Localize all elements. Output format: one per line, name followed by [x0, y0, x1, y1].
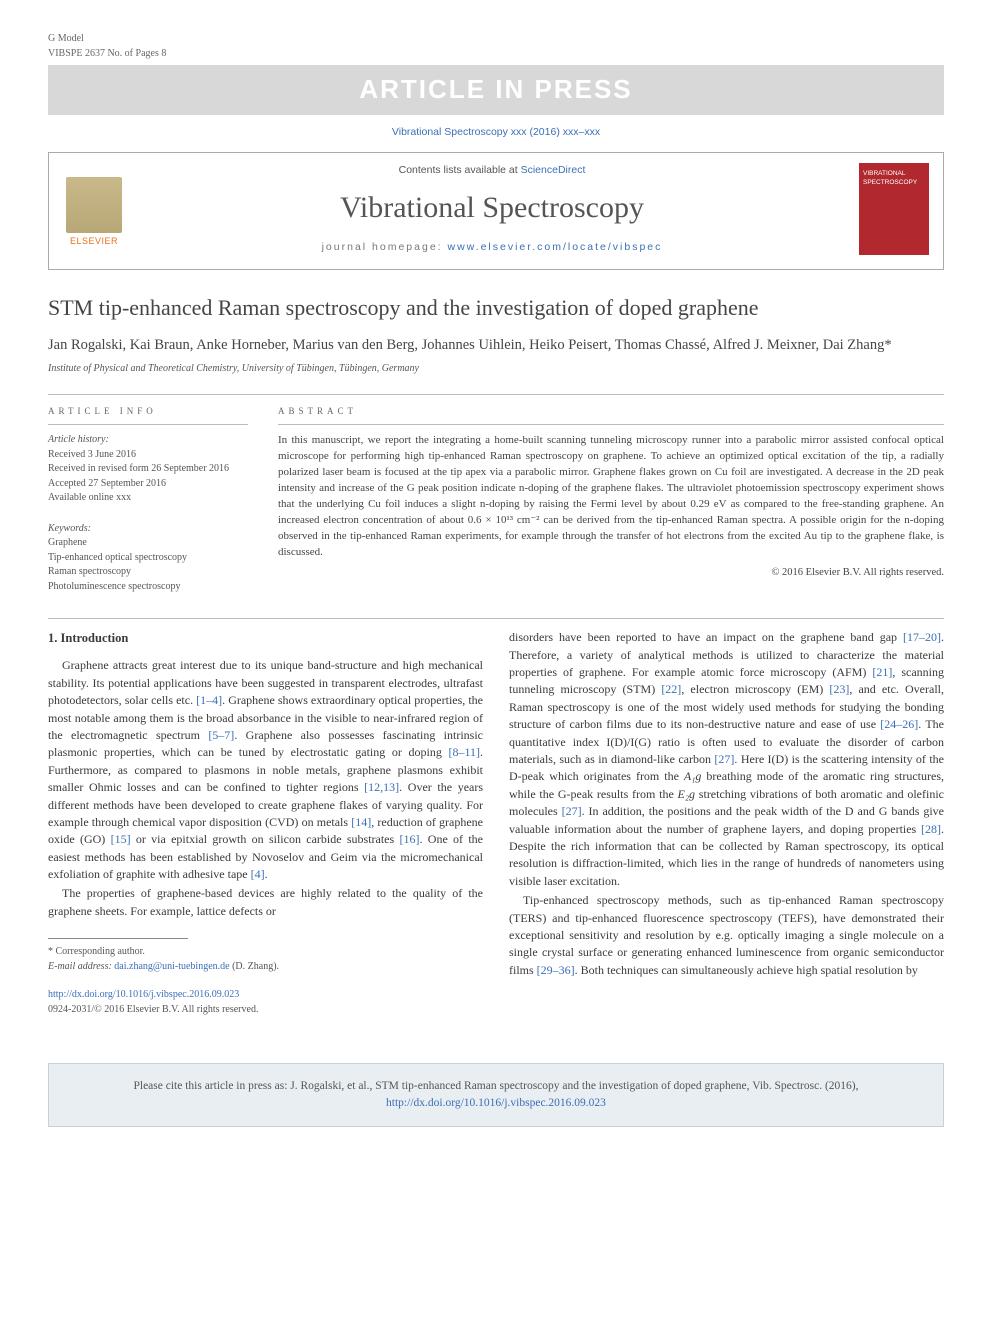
- citation-link[interactable]: [29–36]: [537, 963, 575, 977]
- citation-link[interactable]: [12,13]: [364, 780, 399, 794]
- meta-row: ARTICLE INFO Article history: Received 3…: [48, 405, 944, 594]
- citation-prefix: Please cite this article in press as: J.…: [133, 1080, 858, 1092]
- journal-reference: Vibrational Spectroscopy xxx (2016) xxx–…: [48, 125, 944, 140]
- gmodel-text: G Model: [48, 33, 84, 44]
- citation-link[interactable]: [22]: [661, 682, 681, 696]
- column-right: disorders have been reported to have an …: [509, 629, 944, 1017]
- body-text: . Both techniques can simultaneously ach…: [575, 963, 918, 977]
- gmodel-label: G Model VIBSPE 2637 No. of Pages 8: [48, 32, 944, 61]
- article-in-press-banner: ARTICLE IN PRESS: [48, 65, 944, 115]
- body-text: disorders have been reported to have an …: [509, 630, 903, 644]
- citation-link[interactable]: [1–4]: [196, 693, 222, 707]
- page-container: G Model VIBSPE 2637 No. of Pages 8 ARTIC…: [0, 0, 992, 1041]
- body-paragraph: Tip-enhanced spectroscopy methods, such …: [509, 892, 944, 979]
- abstract-divider: [278, 424, 944, 425]
- keyword-item: Tip-enhanced optical spectroscopy: [48, 551, 248, 566]
- symbol: E₂g: [678, 787, 696, 801]
- journal-header-box: ELSEVIER Contents lists available at Sci…: [48, 152, 944, 270]
- affiliation: Institute of Physical and Theoretical Ch…: [48, 362, 944, 377]
- citation-box: Please cite this article in press as: J.…: [48, 1063, 944, 1126]
- elsevier-tree-icon: [66, 177, 122, 233]
- citation-link[interactable]: [5–7]: [208, 728, 234, 742]
- email-link[interactable]: dai.zhang@uni-tuebingen.de: [114, 961, 229, 972]
- citation-link[interactable]: [23]: [829, 682, 849, 696]
- authors-text: Jan Rogalski, Kai Braun, Anke Horneber, …: [48, 337, 884, 353]
- article-title: STM tip-enhanced Raman spectroscopy and …: [48, 294, 944, 322]
- citation-link[interactable]: [4]: [251, 867, 265, 881]
- corresponding-author-footnote: * Corresponding author.: [48, 945, 483, 960]
- elsevier-text: ELSEVIER: [70, 235, 118, 248]
- body-text: or via epitxial growth on silicon carbid…: [131, 832, 400, 846]
- homepage-prefix: journal homepage:: [322, 241, 448, 253]
- citation-link[interactable]: [16]: [399, 832, 419, 846]
- journal-name: Vibrational Spectroscopy: [139, 186, 845, 230]
- abstract-label: ABSTRACT: [278, 405, 944, 418]
- online-date: Available online xxx: [48, 491, 248, 506]
- cover-text: VIBRATIONAL SPECTROSCOPY: [863, 170, 917, 186]
- abstract-text: In this manuscript, we report the integr…: [278, 433, 944, 561]
- revised-date: Received in revised form 26 September 20…: [48, 462, 248, 477]
- section-heading-introduction: 1. Introduction: [48, 629, 483, 647]
- mid-divider: [48, 618, 944, 619]
- citation-link[interactable]: [24–26]: [880, 717, 918, 731]
- citation-doi-link[interactable]: http://dx.doi.org/10.1016/j.vibspec.2016…: [386, 1097, 606, 1109]
- sciencedirect-link[interactable]: ScienceDirect: [521, 164, 586, 176]
- article-info-label: ARTICLE INFO: [48, 405, 248, 418]
- gmodel-sub: VIBSPE 2637 No. of Pages 8: [48, 48, 166, 59]
- corresponding-mark: *: [884, 337, 891, 353]
- body-text: , electron microscopy (EM): [681, 682, 829, 696]
- abstract-column: ABSTRACT In this manuscript, we report t…: [278, 405, 944, 594]
- authors-list: Jan Rogalski, Kai Braun, Anke Horneber, …: [48, 335, 944, 355]
- header-middle: Contents lists available at ScienceDirec…: [139, 163, 845, 255]
- symbol: A₁g: [684, 769, 702, 783]
- elsevier-logo: ELSEVIER: [63, 170, 125, 248]
- accepted-date: Accepted 27 September 2016: [48, 477, 248, 492]
- issn-line: 0924-2031/© 2016 Elsevier B.V. All right…: [48, 1003, 483, 1018]
- received-date: Received 3 June 2016: [48, 448, 248, 463]
- footnote-separator: [48, 938, 188, 939]
- article-info-column: ARTICLE INFO Article history: Received 3…: [48, 405, 248, 594]
- keyword-item: Graphene: [48, 536, 248, 551]
- doi-line: http://dx.doi.org/10.1016/j.vibspec.2016…: [48, 988, 483, 1003]
- citation-link[interactable]: [14]: [351, 815, 371, 829]
- citation-link[interactable]: [8–11]: [448, 745, 480, 759]
- email-suffix: (D. Zhang).: [230, 961, 279, 972]
- citation-link[interactable]: [27]: [714, 752, 734, 766]
- keywords-label: Keywords:: [48, 522, 248, 537]
- top-divider: [48, 394, 944, 395]
- homepage-link[interactable]: www.elsevier.com/locate/vibspec: [448, 241, 663, 253]
- copyright-line: © 2016 Elsevier B.V. All rights reserved…: [278, 565, 944, 580]
- homepage-line: journal homepage: www.elsevier.com/locat…: [139, 240, 845, 255]
- keyword-item: Photoluminescence spectroscopy: [48, 580, 248, 595]
- journal-cover-thumb: VIBRATIONAL SPECTROSCOPY: [859, 163, 929, 255]
- email-footnote: E-mail address: dai.zhang@uni-tuebingen.…: [48, 960, 483, 975]
- history-label: Article history:: [48, 433, 248, 448]
- citation-link[interactable]: [17–20]: [903, 630, 941, 644]
- contents-line: Contents lists available at ScienceDirec…: [139, 163, 845, 178]
- body-columns: 1. Introduction Graphene attracts great …: [48, 629, 944, 1017]
- column-left: 1. Introduction Graphene attracts great …: [48, 629, 483, 1017]
- keyword-item: Raman spectroscopy: [48, 565, 248, 580]
- body-paragraph: The properties of graphene-based devices…: [48, 885, 483, 920]
- citation-link[interactable]: [27]: [562, 804, 582, 818]
- info-divider: [48, 424, 248, 425]
- body-paragraph: disorders have been reported to have an …: [509, 629, 944, 890]
- body-paragraph: Graphene attracts great interest due to …: [48, 657, 483, 883]
- contents-prefix: Contents lists available at: [399, 164, 521, 176]
- citation-link[interactable]: [28]: [921, 822, 941, 836]
- doi-link[interactable]: http://dx.doi.org/10.1016/j.vibspec.2016…: [48, 989, 239, 1000]
- body-text: .: [265, 867, 268, 881]
- email-label: E-mail address:: [48, 961, 114, 972]
- citation-link[interactable]: [21]: [872, 665, 892, 679]
- citation-link[interactable]: [15]: [111, 832, 131, 846]
